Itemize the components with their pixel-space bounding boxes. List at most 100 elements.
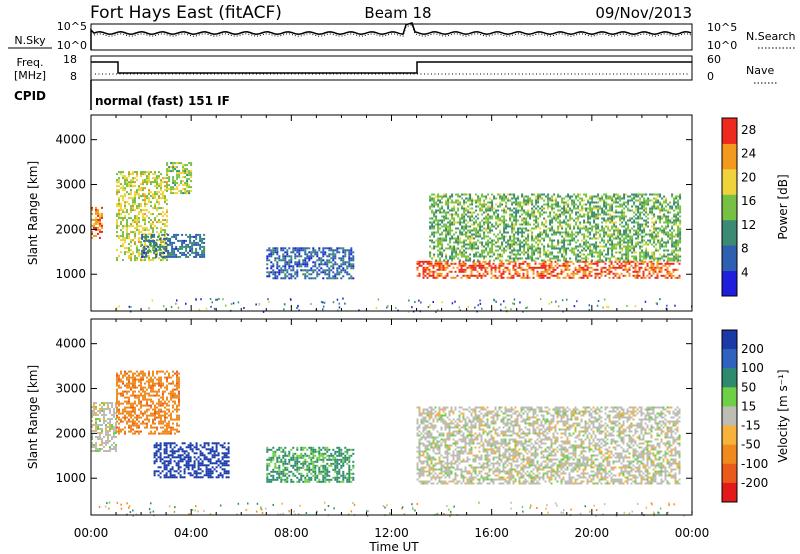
heatmap-cell	[130, 420, 132, 423]
heatmap-cell	[134, 257, 136, 260]
heatmap-cell	[91, 410, 93, 412]
heatmap-cell	[582, 268, 585, 271]
heatmap-cell	[465, 219, 468, 222]
heatmap-cell	[99, 448, 101, 450]
heatmap-cell	[348, 263, 351, 266]
heatmap-cell	[491, 241, 494, 244]
heatmap-cell	[441, 225, 444, 228]
heatmap-cell	[677, 243, 680, 246]
heatmap-cell	[624, 268, 627, 271]
heatmap-cell	[515, 211, 518, 214]
heatmap-cell	[326, 273, 329, 276]
heatmap-cell	[103, 436, 105, 438]
heatmap-cell	[128, 171, 130, 174]
heatmap-cell	[593, 201, 596, 204]
heatmap-cell	[518, 262, 521, 265]
heatmap-cell	[539, 213, 542, 216]
heatmap-cell	[450, 270, 453, 273]
heatmap-cell	[451, 247, 454, 250]
heatmap-cell	[640, 266, 643, 269]
heatmap-cell	[503, 229, 506, 232]
heatmap-cell	[116, 249, 118, 252]
heatmap-cell	[541, 207, 544, 210]
heatmap-cell	[595, 227, 598, 230]
heatmap-cell	[635, 243, 638, 246]
heatmap-cell	[577, 239, 580, 242]
heatmap-cell	[422, 276, 425, 279]
heatmap-cell	[187, 243, 190, 246]
heatmap-cell	[122, 231, 124, 234]
heatmap-cell	[537, 249, 540, 252]
heatmap-cell	[480, 264, 483, 267]
heatmap-cell	[471, 243, 474, 246]
heatmap-cell	[654, 268, 657, 271]
heatmap-cell	[505, 245, 508, 248]
heatmap-cell	[631, 239, 634, 242]
heatmap-cell	[634, 270, 637, 273]
heatmap-cell	[537, 217, 540, 220]
heatmap-cell	[606, 268, 609, 271]
heatmap-cell	[278, 259, 281, 262]
heatmap-cell	[667, 209, 670, 212]
heatmap-cell	[541, 259, 544, 262]
heatmap-cell	[561, 199, 564, 202]
heatmap-cell	[591, 237, 594, 240]
heatmap-cell	[101, 206, 103, 209]
heatmap-cell	[623, 195, 626, 198]
velocity-heatmap	[91, 370, 693, 517]
heatmap-cell	[649, 241, 652, 244]
heatmap-cell	[465, 225, 468, 228]
heatmap-cell	[513, 298, 516, 301]
heatmap-cell	[459, 253, 462, 256]
heatmap-cell	[479, 203, 482, 206]
heatmap-cell	[643, 231, 646, 234]
heatmap-cell	[443, 217, 446, 220]
heatmap-cell	[120, 235, 122, 238]
heatmap-cell	[663, 233, 666, 236]
heatmap-cell	[605, 213, 608, 216]
heatmap-cell	[599, 235, 602, 238]
heatmap-cell	[625, 223, 628, 226]
heatmap-cell	[557, 251, 560, 254]
heatmap-cell	[439, 257, 442, 260]
heatmap-cell	[144, 257, 146, 260]
heatmap-cell	[521, 245, 524, 248]
heatmap-cell	[513, 229, 516, 232]
heatmap-cell	[456, 266, 459, 269]
heatmap-cell	[631, 193, 634, 196]
heatmap-cell	[124, 253, 126, 256]
heatmap-cell	[565, 217, 568, 220]
heatmap-cell	[150, 181, 152, 184]
heatmap-cell	[439, 251, 442, 254]
heatmap-cell	[621, 247, 624, 250]
heatmap-cell	[105, 430, 107, 432]
heatmap-cell	[630, 264, 633, 267]
heatmap-cell	[146, 195, 148, 198]
heatmap-cell	[678, 262, 681, 265]
heatmap-cell	[111, 404, 113, 406]
heatmap-cell	[164, 239, 166, 242]
heatmap-cell	[286, 249, 289, 252]
heatmap-cell	[93, 424, 95, 426]
heatmap-cell	[667, 257, 670, 260]
heatmap-cell	[578, 260, 581, 263]
heatmap-cell	[651, 255, 654, 258]
heatmap-cell	[661, 257, 664, 260]
heatmap-cell	[128, 410, 130, 413]
heatmap-cell	[433, 233, 436, 236]
heatmap-cell	[176, 174, 179, 177]
heatmap-cell	[95, 436, 97, 438]
heatmap-cell	[585, 225, 588, 228]
heatmap-cell	[633, 195, 636, 198]
heatmap-cell	[128, 185, 130, 188]
heatmap-cell	[595, 213, 598, 216]
heatmap-cell	[608, 268, 611, 271]
heatmap-cell	[638, 266, 641, 269]
heatmap-cell	[479, 253, 482, 256]
heatmap-cell	[517, 253, 520, 256]
heatmap-cell	[671, 233, 674, 236]
heatmap-cell	[597, 213, 600, 216]
heatmap-cell	[483, 245, 486, 248]
heatmap-cell	[527, 243, 530, 246]
heatmap-cell	[151, 233, 154, 236]
